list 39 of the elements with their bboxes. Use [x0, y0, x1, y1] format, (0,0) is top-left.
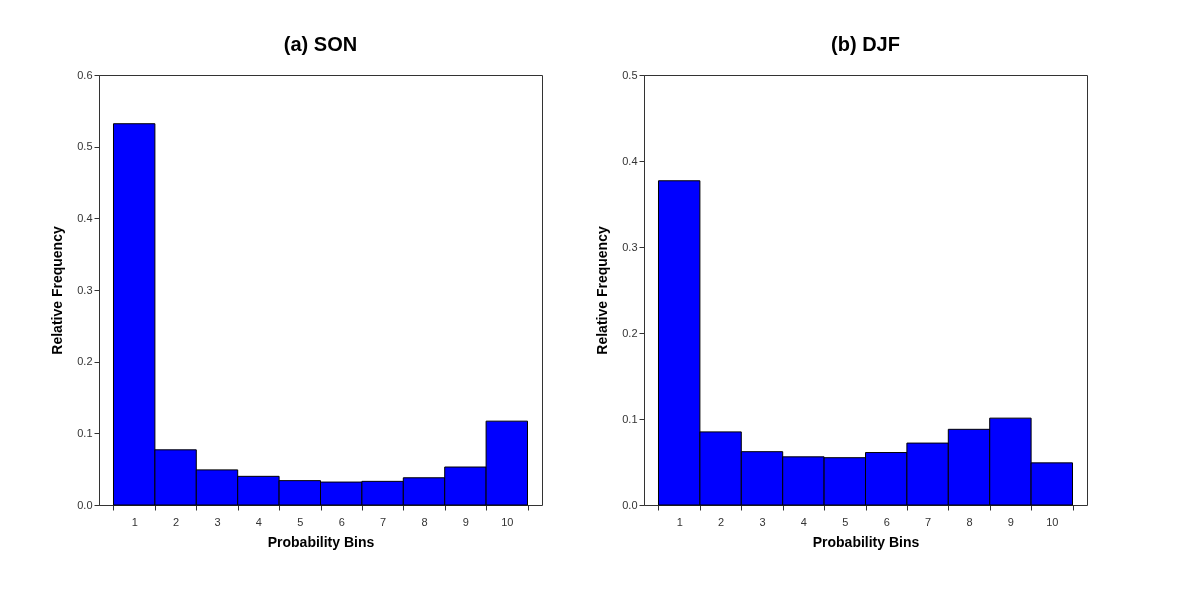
y-tick-label: 0.1: [77, 426, 93, 439]
y-tick-label: 0.3: [77, 283, 93, 296]
x-tick-label: 7: [380, 515, 387, 528]
x-tick-label: 2: [718, 515, 725, 528]
x-tick-label: 5: [297, 515, 304, 528]
y-tick-label: 0.2: [622, 326, 638, 339]
y-tick-label: 0.5: [622, 68, 638, 81]
x-tick-label: 7: [925, 515, 932, 528]
x-tick-label: 2: [173, 515, 180, 528]
y-tick-label: 0.1: [622, 412, 638, 425]
y-tick-label: 0.3: [622, 240, 638, 253]
x-tick-label: 1: [676, 515, 683, 528]
chart-title: (b) DJF: [831, 33, 900, 55]
y-tick-label: 0.5: [77, 140, 93, 153]
y-axis-title: Relative Frequency: [49, 226, 66, 355]
y-tick-label: 0.2: [77, 355, 93, 368]
x-tick-label: 4: [800, 515, 807, 528]
y-tick-label: 0.0: [77, 498, 93, 511]
y-tick-label: 0.0: [622, 498, 638, 511]
x-tick-label: 6: [883, 515, 890, 528]
x-tick-label: 9: [462, 515, 469, 528]
x-tick-label: 8: [421, 515, 428, 528]
x-tick-label: 3: [759, 515, 766, 528]
x-tick-label: 10: [1046, 515, 1059, 528]
x-tick-label: 10: [501, 515, 514, 528]
x-axis-title: Probability Bins: [267, 533, 375, 550]
chart-title: (a) SON: [283, 33, 358, 55]
y-tick-label: 0.6: [77, 68, 93, 81]
x-tick-label: 4: [255, 515, 262, 528]
x-tick-label: 1: [131, 515, 138, 528]
x-tick-label: 5: [842, 515, 849, 528]
y-axis-title: Relative Frequency: [594, 226, 611, 355]
y-tick-label: 0.4: [77, 211, 93, 224]
y-tick-label: 0.4: [622, 154, 638, 167]
x-tick-label: 8: [966, 515, 973, 528]
x-tick-label: 6: [338, 515, 345, 528]
x-tick-label: 3: [214, 515, 221, 528]
x-axis-title: Probability Bins: [812, 533, 920, 550]
x-tick-label: 9: [1007, 515, 1014, 528]
